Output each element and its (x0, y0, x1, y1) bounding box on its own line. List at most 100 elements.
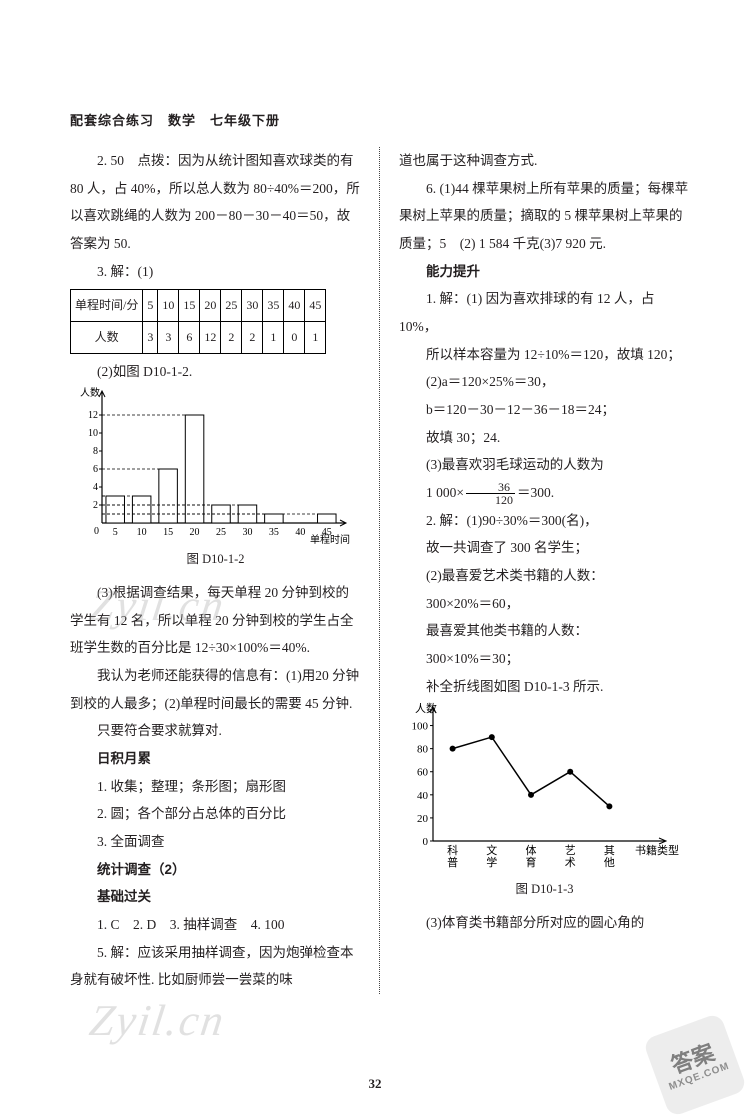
para: 6. (1)44 棵苹果树上所有苹果的质量；每棵苹果树上苹果的质量；摘取的 5 … (399, 175, 690, 258)
section-heading: 基础过关 (70, 883, 361, 911)
svg-text:体: 体 (526, 843, 537, 857)
section-heading: 能力提升 (399, 258, 690, 286)
svg-text:60: 60 (417, 767, 429, 779)
svg-text:40: 40 (417, 790, 429, 802)
para: 最喜爱其他类书籍的人数： (399, 617, 690, 645)
table-cell: 3 (143, 321, 158, 353)
table-cell: 1 (263, 321, 284, 353)
svg-text:0: 0 (94, 526, 99, 537)
para: (3)最喜欢羽毛球运动的人数为 (399, 451, 690, 479)
svg-text:术: 术 (565, 856, 576, 869)
para: b＝120－30－12－36－18＝24； (399, 396, 690, 424)
para: (2)如图 D10-1-2. (70, 358, 361, 386)
para: 2. 解：(1)90÷30%＝300(名)， (399, 507, 690, 535)
table-cell: 10 (158, 290, 179, 322)
fraction: 36120 (466, 481, 515, 506)
denominator: 120 (466, 494, 515, 506)
svg-text:15: 15 (163, 527, 173, 538)
section-heading: 日积月累 (70, 745, 361, 773)
para: 300×20%＝60， (399, 590, 690, 618)
time-table: 单程时间/分 5 10 15 20 25 30 35 40 45 人数 3 3 … (70, 289, 326, 353)
section-heading: 统计调查（2） (70, 856, 361, 884)
svg-text:20: 20 (190, 527, 200, 538)
svg-text:2: 2 (93, 500, 98, 511)
para: (3)根据调查结果，每天单程 20 分钟到校的学生有 12 名，所以单程 20 … (70, 579, 361, 662)
svg-text:4: 4 (93, 482, 98, 493)
text: 1 000× (426, 485, 464, 500)
table-cell: 25 (221, 290, 242, 322)
table-cell: 30 (242, 290, 263, 322)
svg-text:40: 40 (295, 527, 305, 538)
para: 300×10%＝30； (399, 645, 690, 673)
para: 补全折线图如图 D10-1-3 所示. (399, 673, 690, 701)
table-cell: 15 (179, 290, 200, 322)
para: 所以样本容量为 12÷10%＝120，故填 120； (399, 341, 690, 369)
table-header: 人数 (71, 321, 143, 353)
table-cell: 45 (305, 290, 326, 322)
svg-text:普: 普 (447, 855, 458, 869)
right-column: 道也属于这种调查方式. 6. (1)44 棵苹果树上所有苹果的质量；每棵苹果树上… (399, 147, 690, 994)
svg-text:单程时间/分: 单程时间/分 (310, 533, 350, 545)
svg-text:人数: 人数 (80, 386, 100, 399)
svg-text:25: 25 (216, 527, 226, 538)
para: 2. 圆；各个部分占总体的百分比 (70, 800, 361, 828)
table-cell: 12 (200, 321, 221, 353)
text: ＝300. (517, 485, 554, 500)
para: 1. C 2. D 3. 抽样调查 4. 100 (70, 911, 361, 939)
chart-caption: 图 D10-1-2 (70, 547, 361, 573)
left-column: 2. 50 点拨：因为从统计图知喜欢球类的有 80 人，占 40%，所以总人数为… (70, 147, 361, 994)
column-divider (379, 147, 381, 994)
table-cell: 2 (221, 321, 242, 353)
svg-text:5: 5 (113, 527, 118, 538)
table-cell: 6 (179, 321, 200, 353)
svg-text:35: 35 (269, 527, 279, 538)
svg-text:100: 100 (412, 721, 429, 733)
content-columns: 2. 50 点拨：因为从统计图知喜欢球类的有 80 人，占 40%，所以总人数为… (70, 147, 690, 994)
svg-text:30: 30 (242, 527, 252, 538)
svg-text:0: 0 (423, 836, 429, 848)
bar-chart: 人数2468101251015202530354045单程时间/分0 (70, 385, 350, 545)
para: 我认为老师还能获得的信息有：(1)用20 分钟到校的人最多；(2)单程时间最长的… (70, 662, 361, 717)
table-cell: 40 (284, 290, 305, 322)
table-cell: 0 (284, 321, 305, 353)
svg-text:学: 学 (486, 855, 497, 869)
chart-caption: 图 D10-1-3 (399, 877, 690, 903)
table-cell: 20 (200, 290, 221, 322)
para: 只要符合要求就算对. (70, 717, 361, 745)
table-cell: 2 (242, 321, 263, 353)
table-cell: 3 (158, 321, 179, 353)
table-cell: 35 (263, 290, 284, 322)
line-chart: 人数020406080100科普文学体育艺术其他书籍类型 (399, 700, 679, 875)
svg-text:20: 20 (417, 813, 429, 825)
svg-text:其: 其 (604, 844, 615, 857)
para: (3)体育类书籍部分所对应的圆心角的 (399, 909, 690, 937)
page-number: 32 (0, 1076, 750, 1092)
svg-text:科: 科 (447, 843, 458, 857)
svg-text:育: 育 (526, 855, 537, 869)
para: 道也属于这种调查方式. (399, 147, 690, 175)
para: 故填 30；24. (399, 424, 690, 452)
svg-text:他: 他 (604, 856, 615, 869)
para: 3. 全面调查 (70, 828, 361, 856)
para: 故一共调查了 300 名学生； (399, 534, 690, 562)
para: 1. 收集；整理；条形图；扇形图 (70, 773, 361, 801)
svg-text:艺: 艺 (565, 844, 576, 857)
svg-text:6: 6 (93, 464, 98, 475)
page-header: 配套综合练习 数学 七年级下册 (70, 110, 690, 129)
para: 5. 解：应该采用抽样调查，因为炮弹检查本身就有破坏性. 比如厨师尝一尝菜的味 (70, 939, 361, 994)
para: 3. 解：(1) (70, 258, 361, 286)
svg-text:书籍类型: 书籍类型 (635, 843, 679, 857)
para: (2)最喜爱艺术类书籍的人数： (399, 562, 690, 590)
para: (2)a＝120×25%＝30， (399, 368, 690, 396)
table-header: 单程时间/分 (71, 290, 143, 322)
table-cell: 1 (305, 321, 326, 353)
svg-text:80: 80 (417, 744, 429, 756)
svg-text:10: 10 (88, 428, 98, 439)
svg-text:文: 文 (486, 843, 497, 857)
para: 2. 50 点拨：因为从统计图知喜欢球类的有 80 人，占 40%，所以总人数为… (70, 147, 361, 258)
table-cell: 5 (143, 290, 158, 322)
para: 1 000×36120＝300. (399, 479, 690, 507)
svg-text:8: 8 (93, 446, 98, 457)
svg-text:10: 10 (137, 527, 147, 538)
svg-text:12: 12 (88, 410, 98, 421)
